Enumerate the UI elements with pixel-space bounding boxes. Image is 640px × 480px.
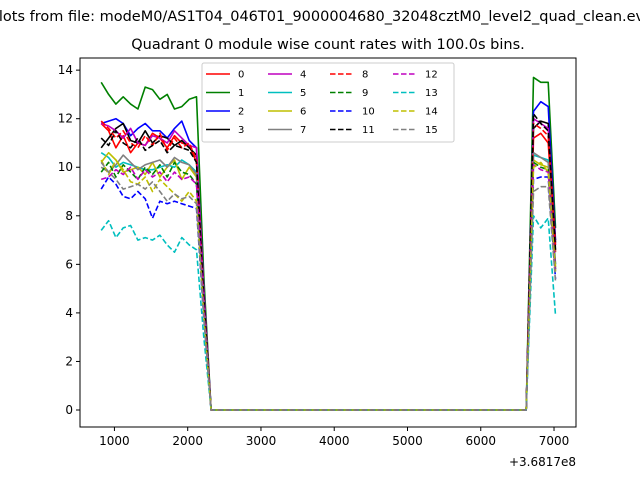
y-tick-label: 14 [58, 63, 73, 77]
legend-item-2: 2 [206, 107, 244, 118]
x-tick-label: 7000 [539, 434, 570, 448]
series-line-6 [100, 151, 557, 411]
x-tick-label: 5000 [392, 434, 423, 448]
series-line-12 [100, 164, 557, 411]
legend-label: 2 [238, 107, 244, 118]
x-tick-label: 4000 [319, 434, 350, 448]
legend-item-7: 7 [268, 125, 306, 136]
series-line-8 [100, 120, 557, 411]
y-tick-label: 2 [65, 354, 73, 368]
legend-item-13: 13 [393, 88, 438, 99]
series-line-7 [100, 151, 557, 411]
legend-item-11: 11 [330, 125, 375, 136]
series-line-11 [100, 113, 557, 411]
x-offset-label: +3.6817e8 [509, 455, 576, 469]
chart-title: Quadrant 0 module wise count rates with … [131, 37, 525, 53]
series-line-4 [100, 117, 557, 411]
x-tick-label: 2000 [172, 434, 203, 448]
legend-item-15: 15 [393, 125, 438, 136]
axes-frame [79, 57, 577, 428]
legend-label: 12 [425, 70, 438, 81]
legend-label: 6 [300, 107, 306, 118]
series-layer [100, 76, 557, 411]
plot-area: 1000 2000 3000 4000 5000 6000 7000 02468101214… [58, 57, 577, 469]
legend-label: 3 [238, 125, 244, 136]
chart-suptitle: Plots from file: modeM0/AS1T04_046T01_90… [0, 9, 640, 25]
x-tick-label: 3000 [246, 434, 277, 448]
y-tick-label: 4 [65, 306, 73, 320]
legend-label: 5 [300, 88, 306, 99]
legend-label: 4 [300, 70, 306, 81]
legend-item-0: 0 [206, 70, 244, 81]
y-axis: 0 2 4 6 8 10 12 14 [58, 63, 80, 417]
y-tick-label: 8 [65, 209, 73, 223]
series-line-15 [100, 161, 557, 411]
legend-label: 11 [362, 125, 375, 136]
y-tick-label: 12 [58, 112, 73, 126]
legend-item-10: 10 [330, 107, 375, 118]
y-tick-label: 0 [65, 403, 73, 417]
legend-item-8: 8 [330, 70, 368, 81]
legend-item-14: 14 [393, 107, 438, 118]
legend-item-1: 1 [206, 88, 244, 99]
legend-item-6: 6 [268, 107, 306, 118]
series-line-10 [100, 176, 557, 411]
series-line-5 [100, 152, 557, 411]
legend-label: 1 [238, 88, 244, 99]
series-line-2 [100, 100, 557, 411]
legend-item-9: 9 [330, 88, 368, 99]
legend-box [201, 62, 455, 143]
legend-label: 14 [425, 107, 438, 118]
legend-item-12: 12 [393, 70, 438, 81]
y-tick-label: 10 [58, 160, 73, 174]
x-tick-label: 1000 [99, 434, 130, 448]
legend-label: 10 [362, 107, 375, 118]
legend-label: 13 [425, 88, 438, 99]
legend-item-3: 3 [206, 125, 244, 136]
legend-label: 15 [425, 125, 438, 136]
legend-label: 9 [362, 88, 368, 99]
legend-item-4: 4 [268, 70, 306, 81]
series-line-0 [100, 122, 557, 411]
y-tick-label: 6 [65, 257, 73, 271]
legend-label: 0 [238, 70, 244, 81]
legend-label: 7 [300, 125, 306, 136]
x-axis: 1000 2000 3000 4000 5000 6000 7000 [99, 427, 569, 448]
x-tick-label: 6000 [465, 434, 496, 448]
legend-item-5: 5 [268, 88, 306, 99]
series-line-13 [100, 215, 557, 411]
legend-label: 8 [362, 70, 368, 81]
series-line-14 [100, 159, 557, 411]
